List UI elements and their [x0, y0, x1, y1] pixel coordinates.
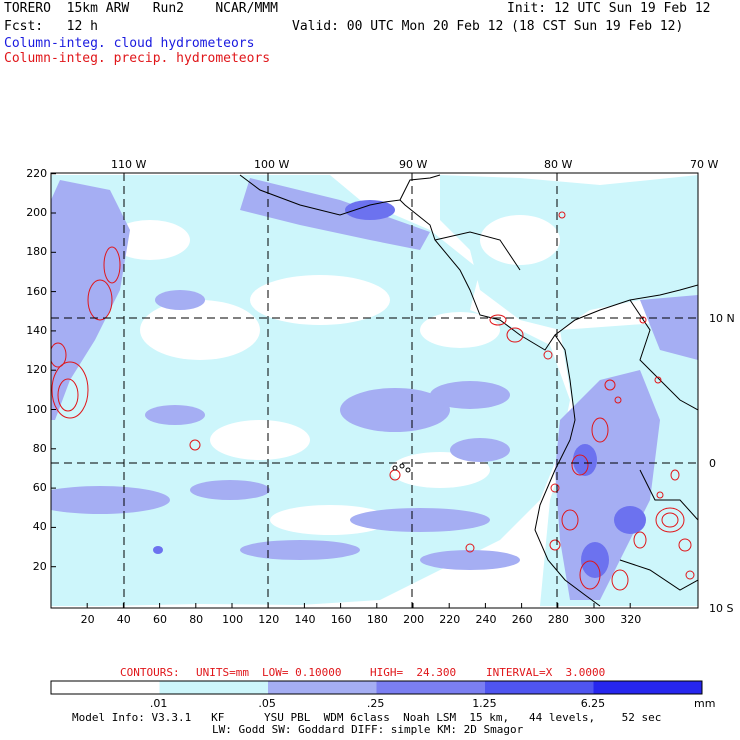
colorbar — [50, 680, 703, 695]
colorbar-label: .25 — [366, 697, 385, 710]
colorbar-swatch — [376, 681, 485, 694]
y-tick-label: 200 — [26, 206, 48, 219]
contour-label: CONTOURS: — [120, 666, 180, 679]
x-tick-label: 80 — [189, 613, 204, 626]
colorbar-label: 6.25 — [580, 697, 606, 710]
lon-label: 100 W — [254, 158, 290, 171]
y-tick-label: 160 — [26, 284, 48, 298]
x-tick-label: 220 — [439, 613, 461, 626]
model-info: Model Info: V3.3.1 KF YSU PBL WDM 6class… — [72, 711, 662, 724]
x-tick-label: 260 — [511, 613, 533, 626]
colorbar-swatch — [268, 681, 377, 694]
lat-label: 10 N — [709, 312, 735, 325]
y-tick-label: 120 — [26, 363, 48, 377]
model-info-2: LW: Godd SW: Goddard DIFF: simple KM: 2D… — [212, 723, 524, 736]
y-tick-label: 180 — [26, 245, 48, 259]
colorbar-swatch — [593, 681, 702, 694]
field-cloud-label: Column-integ. cloud hydrometeors — [4, 36, 255, 51]
x-tick-label: 120 — [258, 613, 280, 626]
y-tick-label: 20 — [32, 559, 47, 573]
x-tick-label: 300 — [584, 613, 606, 626]
field-precip-label: Column-integ. precip. hydrometeors — [4, 51, 271, 66]
y-tick-label: 80 — [32, 441, 47, 455]
x-tick-label: 100 — [222, 613, 244, 626]
x-tick-label: 20 — [80, 613, 95, 626]
colorbar-frame — [50, 680, 703, 695]
x-tick-label: 320 — [620, 613, 642, 626]
valid-time: Valid: 00 UTC Mon 20 Feb 12 (18 CST Sun … — [292, 19, 684, 34]
title-text: TORERO 15km ARW Run2 NCAR/MMM — [4, 1, 278, 16]
colorbar-label: .05 — [258, 697, 276, 710]
y-tick-label: 140 — [26, 323, 48, 337]
lon-label: 90 W — [399, 158, 428, 171]
lon-label: 110 W — [111, 158, 147, 171]
colorbar-swatch — [485, 681, 594, 694]
lat-label: 0 — [709, 457, 716, 470]
x-tick-label: 160 — [330, 613, 352, 626]
contour-units: UNITS=mm — [196, 666, 249, 679]
plot-frame — [50, 172, 699, 609]
lat-label: 10 S — [709, 602, 734, 615]
lon-label: 80 W — [544, 158, 573, 171]
contour-low: LOW= 0.10000 — [262, 666, 342, 679]
contour-high: HIGH= 24.300 — [370, 666, 457, 679]
contour-interval: INTERVAL=X 3.0000 — [486, 666, 606, 679]
x-tick-label: 140 — [294, 613, 316, 626]
colorbar-swatch — [159, 681, 268, 694]
y-tick-label: 60 — [32, 481, 47, 495]
x-tick-label: 280 — [547, 613, 569, 626]
colorbar-label: .01 — [149, 697, 168, 710]
lon-label: 70 W — [690, 158, 719, 171]
hydrometeor-field — [51, 173, 698, 608]
x-tick-label: 200 — [403, 613, 425, 626]
colorbar-label: 1.25 — [472, 697, 497, 710]
x-tick-label: 240 — [475, 613, 497, 626]
y-tick-label: 220 — [26, 166, 48, 180]
init-time: Init: 12 UTC Sun 19 Feb 12 — [507, 1, 711, 16]
x-tick-label: 180 — [366, 613, 388, 626]
y-tick-label: 100 — [26, 402, 48, 416]
forecast-hour: Fcst: 12 h — [4, 19, 98, 34]
x-tick-label: 40 — [116, 613, 131, 626]
colorbar-swatch — [51, 681, 160, 694]
y-tick-label: 40 — [32, 520, 47, 534]
colorbar-unit: mm — [694, 697, 716, 710]
x-tick-label: 60 — [153, 613, 167, 626]
